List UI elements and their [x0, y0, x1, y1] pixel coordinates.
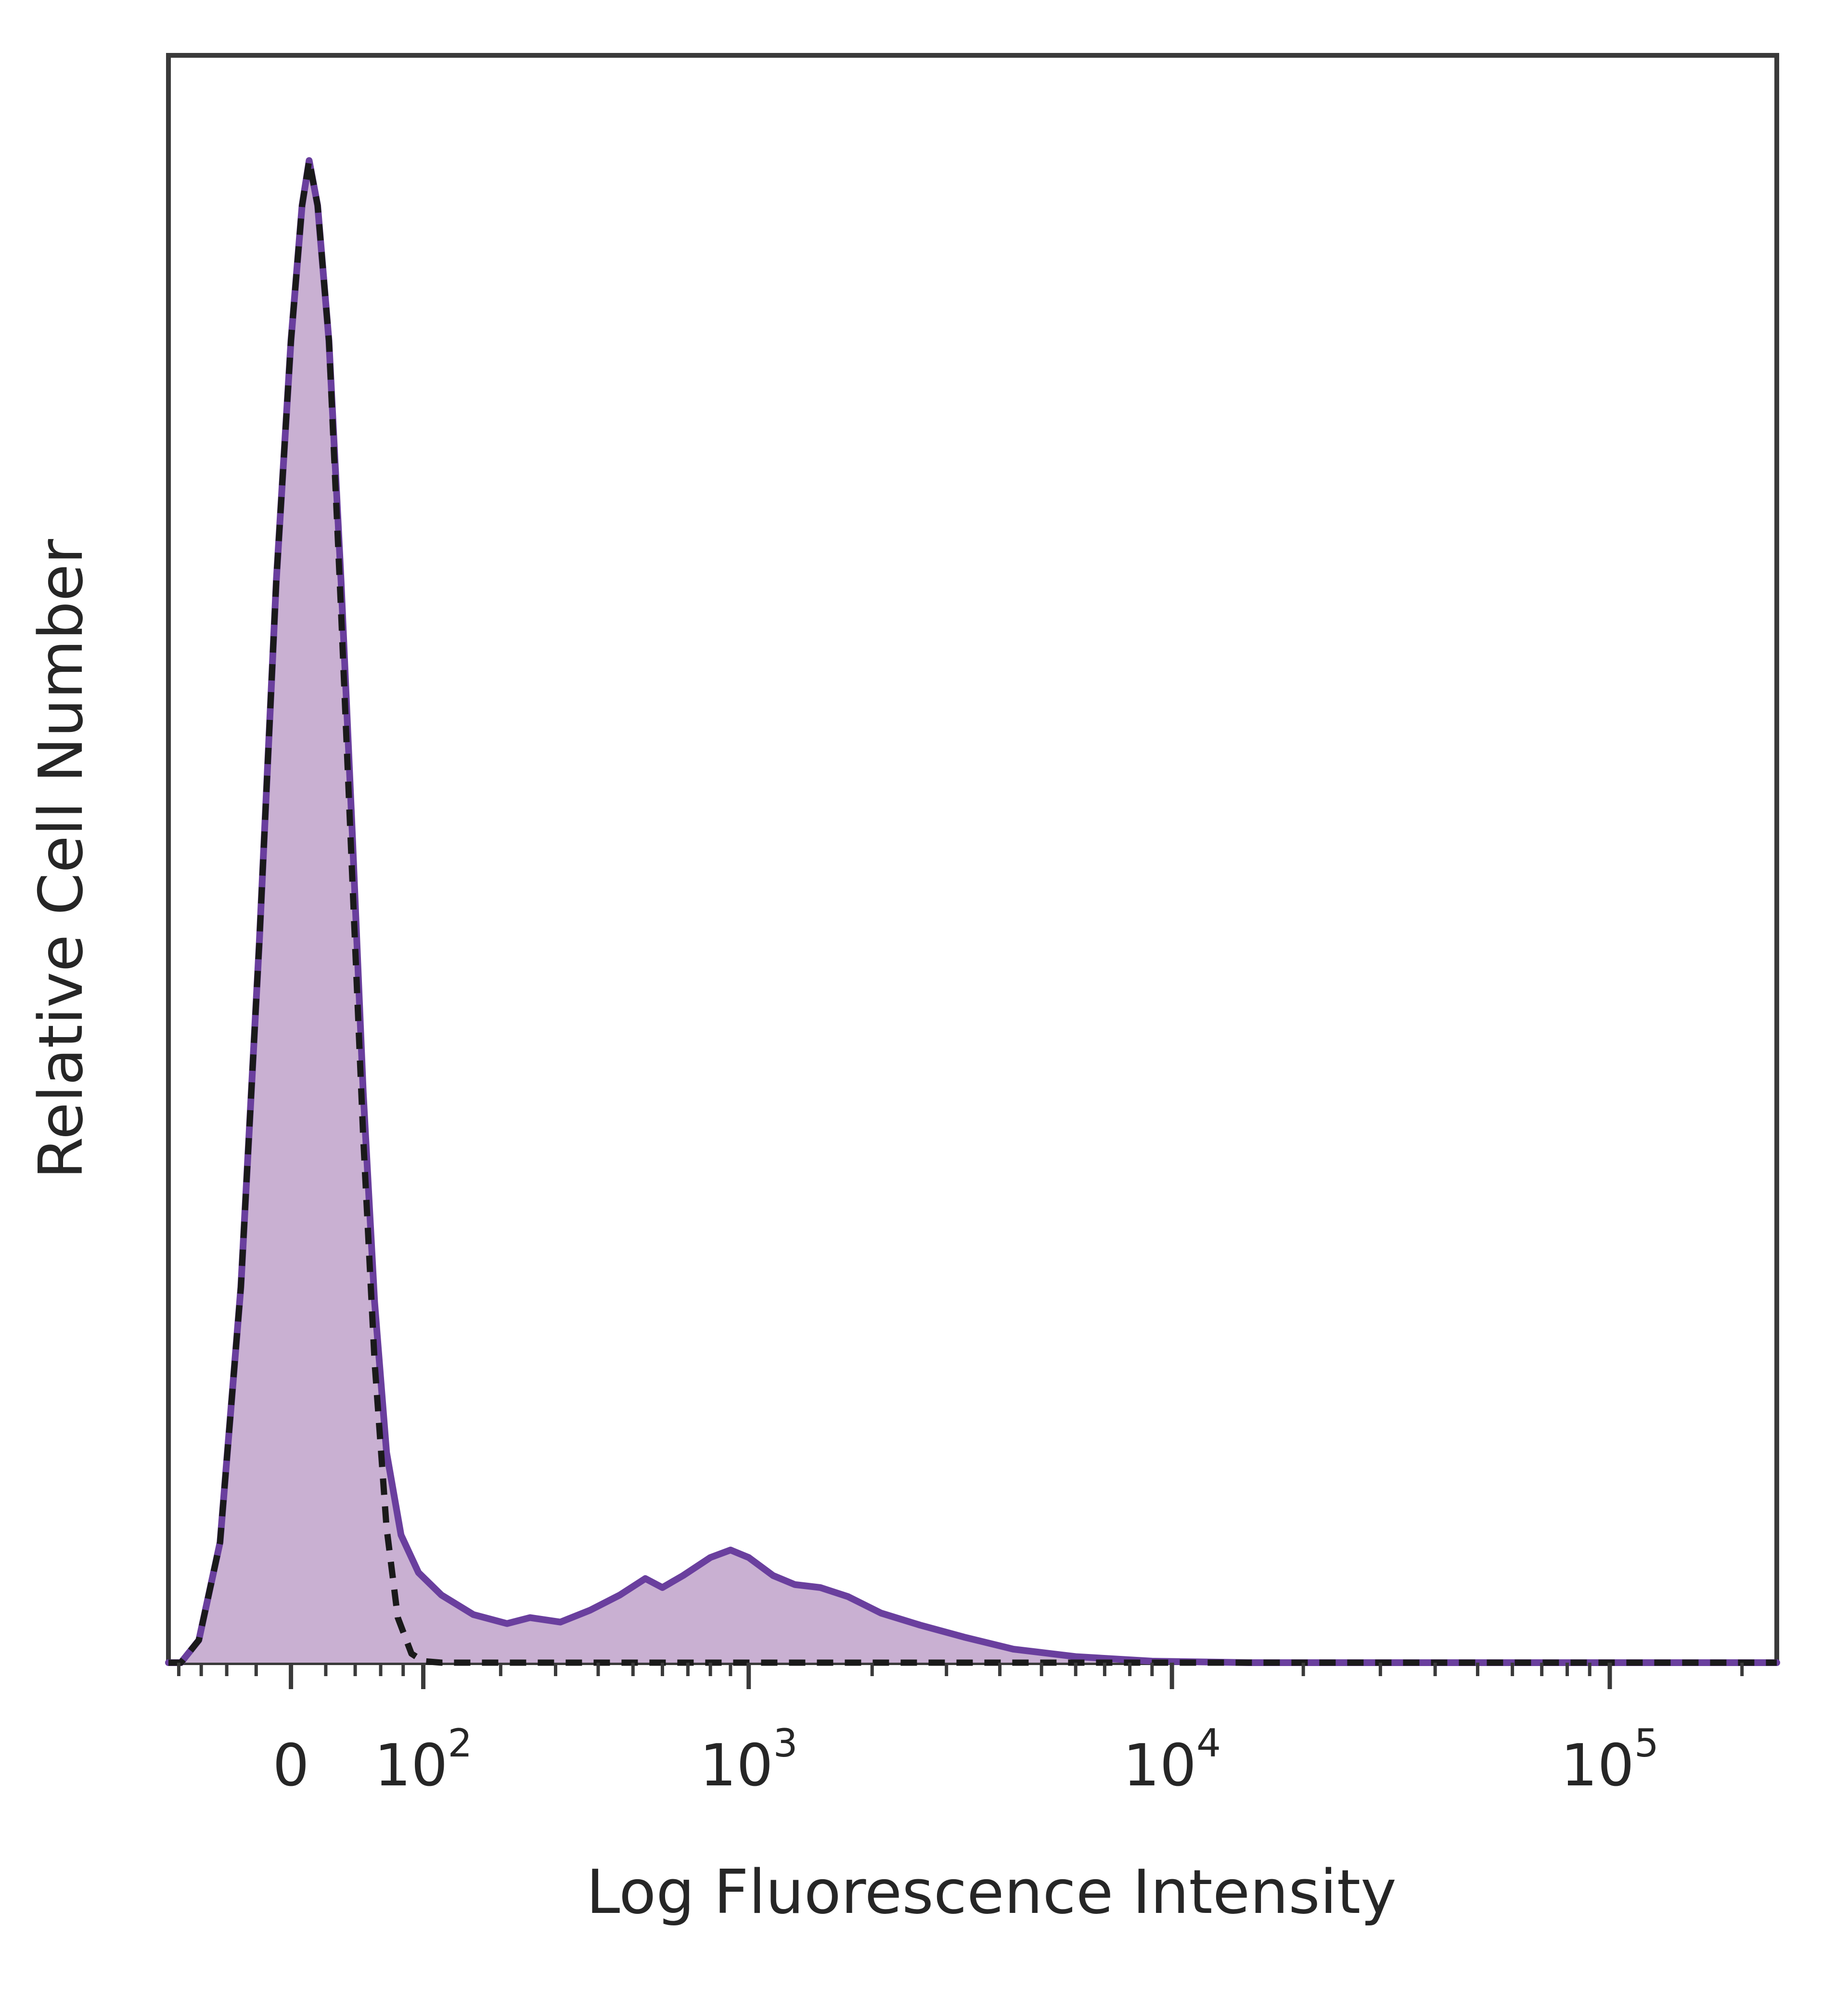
y-axis-title: Relative Cell Number [26, 539, 96, 1179]
x-axis-tick-label: 104 [1123, 1721, 1221, 1799]
series-layer [165, 157, 1780, 1666]
x-axis-tick-labels: 0 102 103 104 105 [272, 1721, 1658, 1799]
x-axis-tick-label: 102 [374, 1721, 473, 1799]
x-axis-title: Log Fluorescence Intensity [586, 1857, 1397, 1927]
x-axis-tick-label: 0 [272, 1732, 309, 1799]
sample-histogram-fill [168, 160, 1777, 1663]
x-axis-tick-label: 105 [1561, 1721, 1659, 1799]
x-axis-ticks [177, 1663, 1744, 1689]
sample-histogram-line [165, 157, 1780, 1666]
control-histogram-line [168, 157, 1777, 1666]
x-axis-tick-label: 103 [700, 1721, 798, 1799]
plot-frame [166, 53, 1779, 1665]
